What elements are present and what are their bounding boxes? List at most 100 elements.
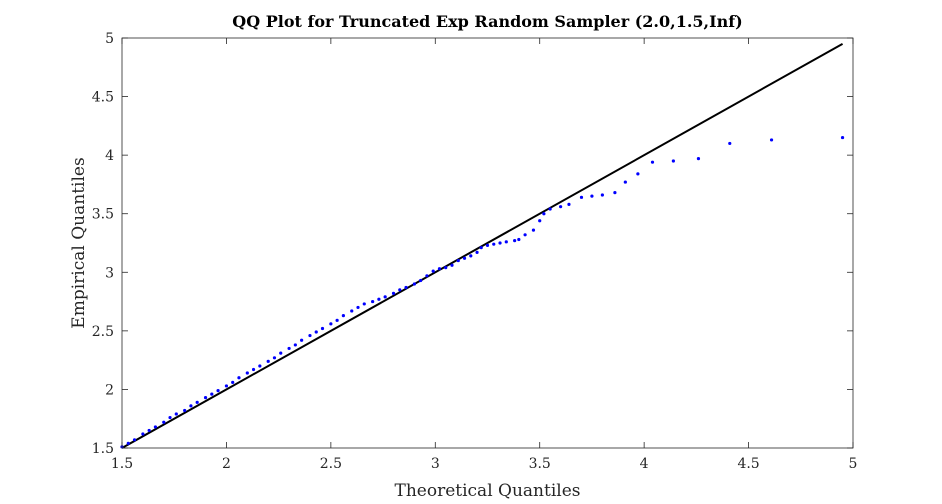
data-point — [431, 269, 435, 273]
data-point — [623, 180, 627, 184]
x-tick-label: 2.5 — [320, 456, 342, 472]
data-point — [153, 425, 158, 429]
data-point — [538, 219, 542, 223]
data-point — [132, 438, 137, 442]
x-tick-label: 4.5 — [737, 456, 759, 472]
data-point — [189, 404, 193, 408]
data-point — [613, 191, 617, 195]
data-point — [498, 241, 502, 245]
y-tick-label: 4.5 — [92, 90, 114, 106]
data-point — [636, 172, 640, 176]
data-point — [329, 322, 333, 326]
y-tick-label: 2 — [105, 382, 114, 398]
y-tick-label: 1.5 — [92, 441, 114, 457]
data-point — [579, 195, 584, 199]
data-point — [341, 314, 345, 318]
data-point — [320, 326, 325, 331]
y-tick-label: 5 — [105, 31, 114, 47]
data-point — [210, 392, 214, 396]
x-tick-label: 4 — [640, 456, 649, 472]
data-point — [258, 364, 262, 368]
data-point — [444, 266, 448, 270]
data-point — [362, 302, 366, 306]
data-point — [492, 242, 496, 246]
data-point — [696, 157, 701, 161]
y-tick-label: 4 — [105, 148, 114, 164]
data-point — [542, 212, 546, 216]
data-point — [335, 318, 339, 322]
data-point — [287, 346, 291, 351]
data-point — [383, 295, 387, 299]
data-point — [272, 356, 277, 360]
data-point — [231, 380, 235, 384]
data-point — [425, 274, 429, 278]
x-axis-label: Theoretical Quantiles — [395, 481, 581, 501]
y-axis-ticks: 1.5 2 2.5 3 3.5 4 4.5 5 — [92, 31, 853, 457]
data-point — [769, 138, 774, 142]
data-point — [371, 299, 375, 304]
data-point — [590, 194, 594, 198]
data-point — [391, 291, 396, 295]
data-point — [195, 400, 199, 404]
y-tick-label: 2.5 — [92, 324, 114, 340]
data-point — [419, 278, 423, 283]
y-tick-label: 3 — [105, 265, 114, 281]
data-point — [456, 258, 460, 263]
data-point — [308, 333, 312, 338]
data-point — [567, 202, 571, 206]
data-point — [203, 396, 208, 400]
data-point — [162, 420, 166, 424]
data-point — [398, 288, 402, 292]
data-point — [671, 159, 675, 163]
data-point — [266, 359, 270, 363]
data-point — [531, 228, 536, 232]
data-point — [517, 237, 521, 242]
data-point — [548, 207, 552, 211]
scatter-points — [120, 135, 845, 449]
data-point — [479, 246, 483, 250]
data-point — [404, 285, 408, 290]
data-point — [559, 205, 563, 209]
data-point — [377, 297, 381, 301]
data-point — [437, 267, 442, 271]
data-point — [224, 384, 229, 388]
data-point — [293, 343, 297, 347]
data-point — [485, 243, 490, 247]
data-point — [600, 193, 604, 197]
x-tick-label: 3 — [431, 456, 440, 472]
x-tick-label: 5 — [849, 456, 858, 472]
data-point — [475, 250, 479, 254]
data-point — [147, 428, 151, 433]
data-point — [356, 305, 360, 310]
x-axis-ticks: 1.5 2 2.5 3 3.5 4 4.5 5 — [111, 38, 858, 472]
x-tick-label: 3.5 — [529, 456, 551, 472]
data-point — [126, 441, 130, 445]
y-tick-label: 3.5 — [92, 207, 114, 223]
data-point — [412, 282, 416, 286]
data-point — [462, 256, 467, 260]
data-point — [840, 135, 845, 140]
data-point — [513, 239, 517, 243]
data-point — [300, 338, 304, 342]
x-tick-label: 1.5 — [111, 456, 133, 472]
data-point — [183, 408, 187, 413]
chart-title: QQ Plot for Truncated Exp Random Sampler… — [232, 12, 742, 31]
data-point — [245, 371, 249, 375]
data-point — [168, 415, 172, 420]
data-point — [237, 376, 241, 380]
data-point — [141, 432, 145, 436]
data-point — [216, 389, 220, 393]
y-axis-label: Empirical Quantiles — [69, 157, 89, 328]
data-point — [504, 240, 508, 244]
data-point — [523, 233, 527, 237]
data-point — [350, 309, 354, 313]
data-point — [314, 330, 318, 334]
data-point — [251, 367, 256, 372]
data-point — [174, 412, 178, 416]
reference-line — [121, 42, 844, 449]
data-point — [728, 141, 732, 146]
data-point — [450, 263, 454, 267]
plot-area — [121, 37, 854, 449]
data-point — [279, 351, 283, 355]
